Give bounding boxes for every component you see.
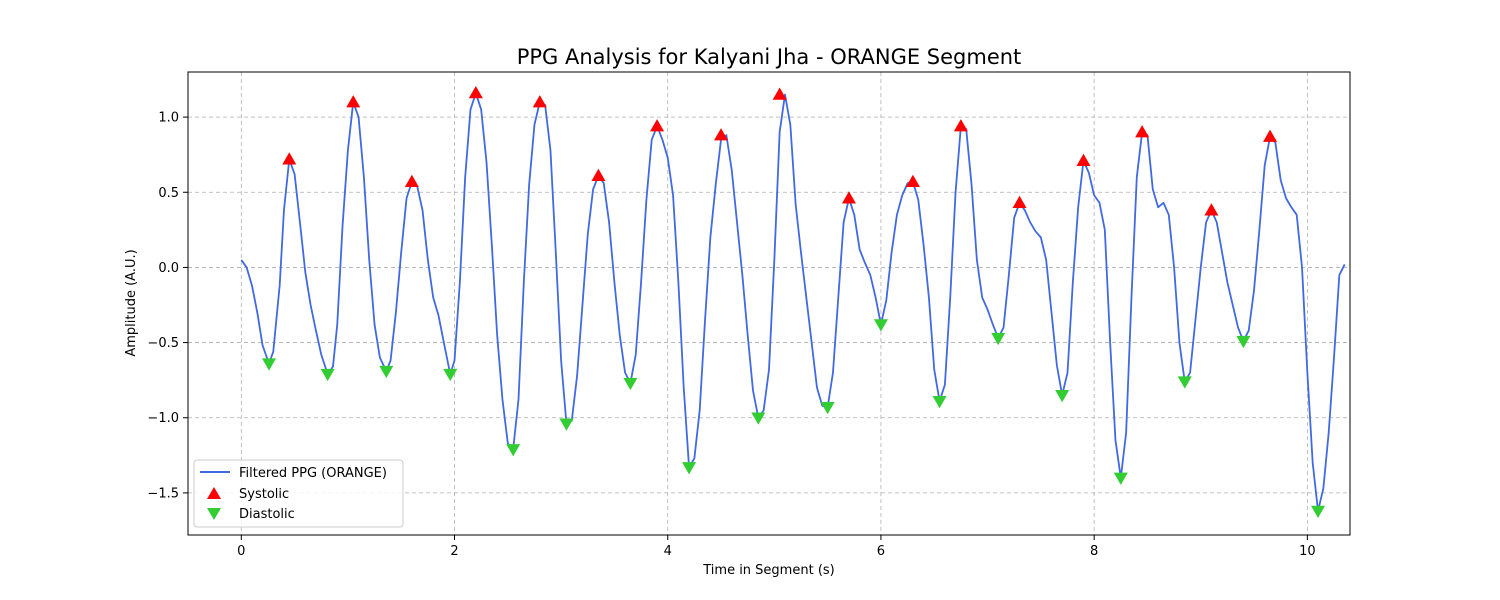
legend-label-diastolic: Diastolic	[239, 507, 295, 522]
legend-swatch-systolic	[207, 487, 221, 499]
peak-markers	[262, 86, 1326, 518]
systolic-marker	[346, 95, 361, 108]
systolic-marker	[282, 152, 297, 165]
diastolic-marker	[320, 368, 335, 382]
systolic-marker	[905, 174, 920, 187]
diastolic-marker	[262, 358, 277, 371]
systolic-marker	[532, 95, 547, 108]
x-axis-label: Time in Segment (s)	[702, 563, 834, 578]
systolic-marker	[591, 168, 606, 181]
diastolic-marker	[932, 395, 947, 409]
systolic-marker	[772, 87, 787, 100]
x-tick-label: 4	[664, 544, 672, 559]
grid-lines	[188, 72, 1350, 535]
diastolic-marker	[379, 365, 394, 379]
systolic-marker	[404, 174, 419, 187]
y-tick-label: −1.5	[147, 486, 179, 501]
diastolic-marker	[443, 368, 458, 382]
ppg-line-layer	[240, 92, 1346, 512]
systolic-marker	[953, 119, 968, 132]
systolic-marker	[1135, 125, 1150, 138]
diastolic-marker	[820, 401, 835, 415]
diastolic-marker	[1113, 472, 1128, 485]
y-tick-label: −0.5	[147, 336, 179, 351]
x-tick-label: 0	[237, 544, 245, 559]
systolic-marker	[714, 128, 729, 141]
plot-frame	[187, 71, 1351, 536]
systolic-marker	[468, 86, 483, 99]
legend-label-ppg: Filtered PPG (ORANGE)	[239, 466, 387, 481]
diastolic-marker	[1311, 505, 1326, 518]
systolic-marker	[1012, 195, 1027, 209]
diastolic-marker	[991, 332, 1006, 346]
y-tick-label: 1.0	[158, 111, 179, 126]
systolic-marker	[841, 191, 856, 204]
systolic-marker	[650, 119, 665, 132]
x-tick-label: 10	[1299, 544, 1316, 559]
legend-swatch-diastolic	[207, 508, 221, 520]
systolic-marker	[1204, 203, 1219, 216]
systolic-marker	[1263, 129, 1278, 142]
diastolic-marker	[559, 418, 574, 431]
y-axis-label: Amplitude (A.U.)	[124, 249, 139, 356]
x-tick-label: 6	[877, 544, 885, 559]
diastolic-marker	[1177, 376, 1192, 389]
y-tick-label: −1.0	[147, 411, 179, 426]
legend-box	[193, 459, 404, 528]
axis-ticks: 0 2 4 6 8 10 1.0 0.5 0.0 −0.5 −1.0 −1.5	[147, 111, 1315, 559]
diastolic-marker	[1055, 389, 1070, 403]
legend-label-systolic: Systolic	[239, 487, 289, 502]
diastolic-marker	[623, 377, 638, 391]
legend: Filtered PPG (ORANGE) Systolic Diastolic	[193, 459, 404, 528]
chart-title: PPG Analysis for Kalyani Jha - ORANGE Se…	[517, 45, 1022, 69]
y-tick-label: 0.0	[158, 261, 179, 276]
diastolic-marker	[682, 462, 697, 475]
y-tick-label: 0.5	[158, 186, 179, 201]
x-tick-label: 2	[450, 544, 458, 559]
ppg-series-line	[240, 92, 1346, 512]
systolic-marker	[1076, 153, 1091, 166]
diastolic-marker	[873, 319, 888, 332]
diastolic-marker	[751, 412, 766, 425]
x-tick-label: 8	[1090, 544, 1098, 559]
diastolic-marker	[1236, 335, 1251, 349]
diastolic-marker	[506, 444, 521, 457]
